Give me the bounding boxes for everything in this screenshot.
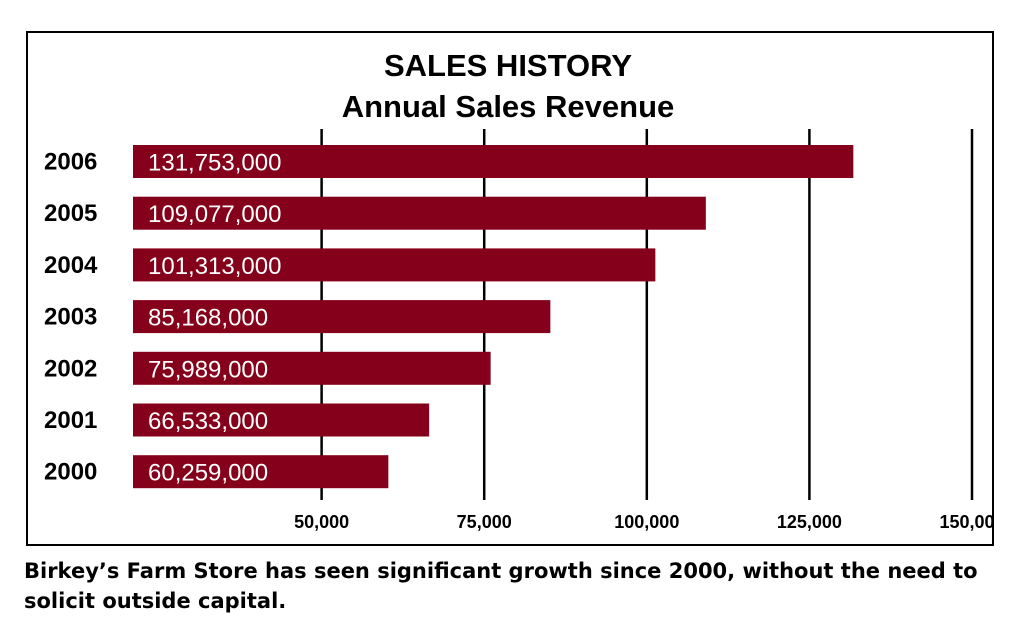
bar-2002 (133, 351, 491, 385)
y-category-label: 2002 (44, 355, 97, 382)
bar-2003 (133, 300, 551, 334)
data-label: 60,259,000 (148, 460, 268, 487)
bar-2005 (133, 196, 706, 230)
y-category-label: 2003 (44, 304, 97, 331)
data-label: 109,077,000 (148, 201, 281, 228)
y-category-label: 2004 (44, 252, 98, 279)
data-label: 66,533,000 (148, 408, 268, 435)
x-tick-label: 125,000 (777, 512, 842, 532)
data-label: 75,989,000 (148, 356, 268, 383)
labels: 50,000 75,000 100,000 125,000 150,000 2006 131… (44, 149, 992, 533)
bar-2004 (133, 248, 656, 282)
y-category-label: 2000 (44, 459, 97, 486)
bar-chart: SALES HISTORY Annual Sales Revenue 50,00… (44, 48, 992, 533)
gridlines (320, 129, 974, 500)
y-category-label: 2006 (44, 149, 97, 176)
y-category-label: 2005 (44, 200, 97, 227)
chart-frame: SALES HISTORY Annual Sales Revenue 50,00… (26, 31, 994, 546)
chart-title: SALES HISTORY (384, 48, 632, 83)
bar-2001 (133, 403, 430, 437)
x-tick-label: 150,000 (939, 512, 992, 532)
y-category-label: 2001 (44, 407, 97, 434)
bar-2006 (133, 145, 854, 178)
chart-caption: Birkey’s Farm Store has seen significant… (24, 559, 978, 613)
bars (133, 145, 854, 489)
chart-subtitle: Annual Sales Revenue (342, 89, 675, 124)
x-tick-label: 75,000 (457, 512, 512, 532)
x-tick-label: 100,000 (614, 512, 679, 532)
data-label: 85,168,000 (148, 305, 268, 332)
data-label: 131,753,000 (148, 150, 281, 177)
data-label: 101,313,000 (148, 253, 281, 280)
x-tick-label: 50,000 (294, 512, 349, 532)
bar-2000 (133, 455, 389, 489)
